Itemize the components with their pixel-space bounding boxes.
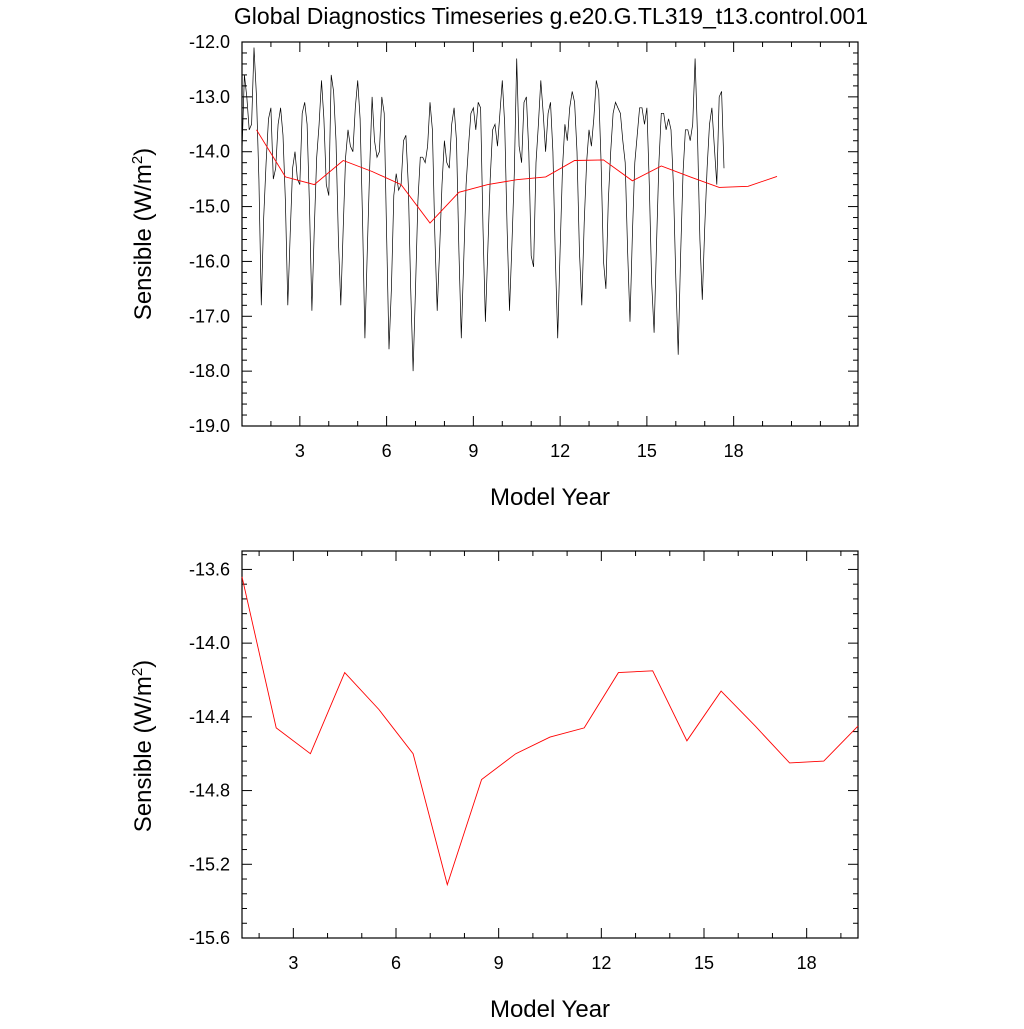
bottom-panel: 3 6 9 12 15 18 -13.6 -14.0 -14.4 -14.8 -15.2 -15.6	[189, 550, 859, 973]
bottom-y-tick-label: -13.6	[189, 559, 230, 579]
bottom-y-tick-label: -14.8	[189, 781, 230, 801]
top-annual-series-line	[256, 129, 778, 224]
top-y-tick-label: -19.0	[189, 416, 230, 436]
bottom-x-tick-label: 3	[288, 953, 298, 973]
top-y-tick-label: -18.0	[189, 361, 230, 381]
top-x-tick-label: 3	[295, 441, 305, 461]
top-x-tick-label: 6	[382, 441, 392, 461]
top-monthly-series-line	[241, 47, 725, 372]
top-plot-frame	[241, 41, 859, 427]
bottom-y-tick-label: -14.4	[189, 707, 230, 727]
bottom-plot-frame	[241, 550, 859, 939]
top-y-tick-label: -15.0	[189, 197, 230, 217]
top-x-tick-label: 12	[550, 441, 570, 461]
bottom-x-tick-label: 6	[391, 953, 401, 973]
top-y-tick-label: -17.0	[189, 306, 230, 326]
chart-title: Global Diagnostics Timeseries g.e20.G.TL…	[234, 3, 868, 29]
bottom-y-tick-label: -15.6	[189, 928, 230, 948]
top-panel: 3 6 9 12 15 18 -12.0 -13.0 -14.0 -15.0 -16.0 -17.0 -…	[189, 32, 859, 461]
bottom-y-tick-label: -14.0	[189, 633, 230, 653]
top-y-tick-label: -14.0	[189, 142, 230, 162]
top-y-tick-label: -13.0	[189, 87, 230, 107]
top-x-tick-label: 15	[637, 441, 657, 461]
bottom-annual-series-line	[241, 576, 859, 887]
bottom-x-tick-label: 15	[694, 953, 714, 973]
bottom-x-tick-label: 9	[494, 953, 504, 973]
top-x-tick-label: 18	[724, 441, 744, 461]
bottom-x-tick-label: 12	[591, 953, 611, 973]
bottom-x-axis-title: Model Year	[490, 996, 610, 1023]
top-y-tick-label: -12.0	[189, 32, 230, 52]
top-x-axis-title: Model Year	[490, 484, 610, 511]
bottom-y-tick-label: -15.2	[189, 854, 230, 874]
top-y-tick-label: -16.0	[189, 251, 230, 271]
top-y-axis-title: Sensible (W/m2)	[129, 148, 157, 320]
bottom-x-tick-label: 18	[797, 953, 817, 973]
bottom-y-axis-title: Sensible (W/m2)	[129, 660, 157, 832]
top-x-tick-label: 9	[468, 441, 478, 461]
